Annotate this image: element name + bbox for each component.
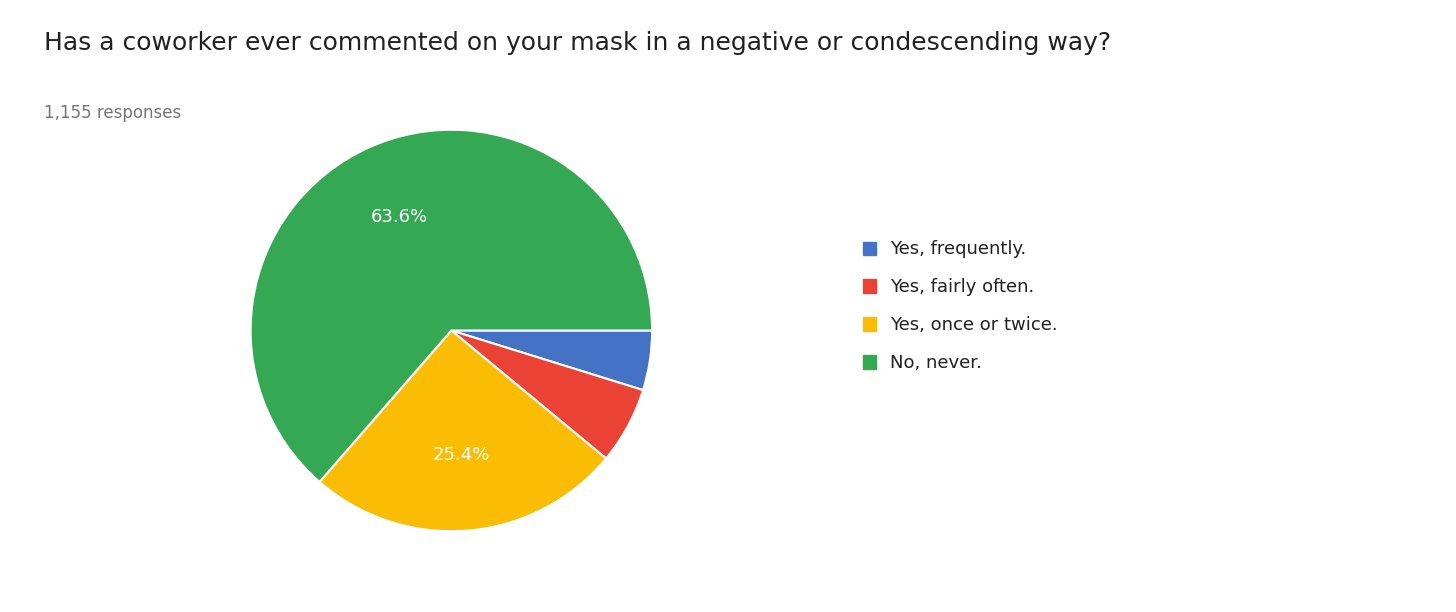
Legend: Yes, frequently., Yes, fairly often., Yes, once or twice., No, never.: Yes, frequently., Yes, fairly often., Ye… — [853, 231, 1066, 381]
Text: Has a coworker ever commented on your mask in a negative or condescending way?: Has a coworker ever commented on your ma… — [44, 31, 1111, 54]
Text: 25.4%: 25.4% — [432, 446, 491, 463]
Wedge shape — [319, 330, 606, 531]
Wedge shape — [451, 330, 652, 390]
Text: 1,155 responses: 1,155 responses — [44, 104, 181, 122]
Text: 63.6%: 63.6% — [371, 208, 428, 226]
Wedge shape — [451, 330, 644, 458]
Wedge shape — [250, 130, 652, 482]
